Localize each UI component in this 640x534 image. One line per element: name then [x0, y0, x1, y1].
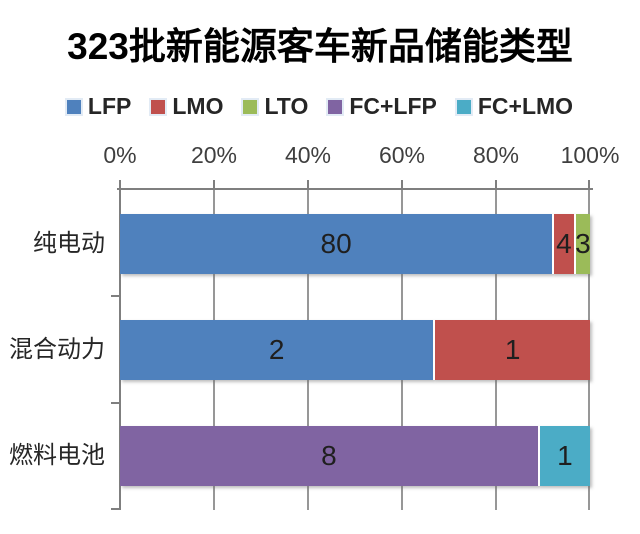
axis-tick: [588, 180, 590, 188]
bar-segment-lmo: 1: [433, 320, 590, 380]
legend-label: LFP: [87, 93, 132, 119]
axis-tick: [119, 180, 121, 188]
legend: LFP LMO LTO FC+LFP FC+LMO: [0, 93, 640, 120]
legend-item-fc-lmo: FC+LMO: [456, 93, 574, 120]
legend-item-lmo: LMO: [151, 93, 223, 120]
bar-value-label: 2: [268, 334, 285, 365]
legend-label: LMO: [172, 93, 224, 119]
legend-label: FC+LFP: [349, 93, 437, 119]
bar-segment-fc-lfp: 8: [120, 426, 538, 486]
legend-label: FC+LMO: [477, 93, 574, 119]
x-tick-label: 80%: [472, 142, 520, 168]
bar-segment-lmo: 4: [552, 214, 574, 274]
legend-swatch-icon: [456, 99, 471, 114]
axis-tick: [307, 180, 309, 188]
x-tick-label: 100%: [560, 142, 620, 168]
legend-item-lfp: LFP: [66, 93, 132, 120]
bar-segment-lfp: 2: [120, 320, 434, 380]
x-tick-label: 20%: [190, 142, 238, 168]
bar-value-label: 3: [575, 228, 591, 259]
x-tick-label: 0%: [103, 142, 137, 168]
category-label: 混合动力: [9, 336, 105, 363]
bar-segment-lfp: 80: [120, 214, 553, 274]
legend-swatch-icon: [243, 99, 258, 114]
category-label: 纯电动: [33, 230, 105, 257]
axis-tick: [213, 180, 215, 188]
bar-value-label: 80: [320, 228, 352, 259]
bar-row: 80 4 3: [120, 214, 591, 274]
axis-tick: [495, 180, 497, 188]
x-tick-label: 60%: [378, 142, 426, 168]
chart-title: 323批新能源客车新品储能类型: [67, 26, 573, 67]
axis-tick: [111, 508, 120, 510]
bar-value-label: 4: [556, 228, 572, 259]
legend-item-fc-lfp: FC+LFP: [328, 93, 437, 120]
top-axis-line: [117, 188, 593, 190]
x-tick-label: 40%: [284, 142, 332, 168]
bar-segment-fc-lmo: 1: [537, 426, 590, 486]
bar-value-label: 8: [321, 440, 337, 471]
legend-item-lto: LTO: [243, 93, 308, 120]
axis-tick: [401, 180, 403, 188]
bar-value-label: 1: [504, 334, 521, 365]
axis-tick: [111, 402, 119, 404]
legend-label: LTO: [264, 93, 309, 119]
bar-value-label: 1: [557, 440, 573, 471]
legend-swatch-icon: [151, 99, 166, 114]
legend-swatch-icon: [66, 99, 81, 114]
category-label: 燃料电池: [9, 442, 105, 469]
bar-segment-lto: 3: [573, 214, 591, 274]
axis-tick: [111, 295, 119, 297]
legend-swatch-icon: [328, 99, 343, 114]
plot-area: 80 4 3 2 1 8 1: [111, 180, 593, 510]
